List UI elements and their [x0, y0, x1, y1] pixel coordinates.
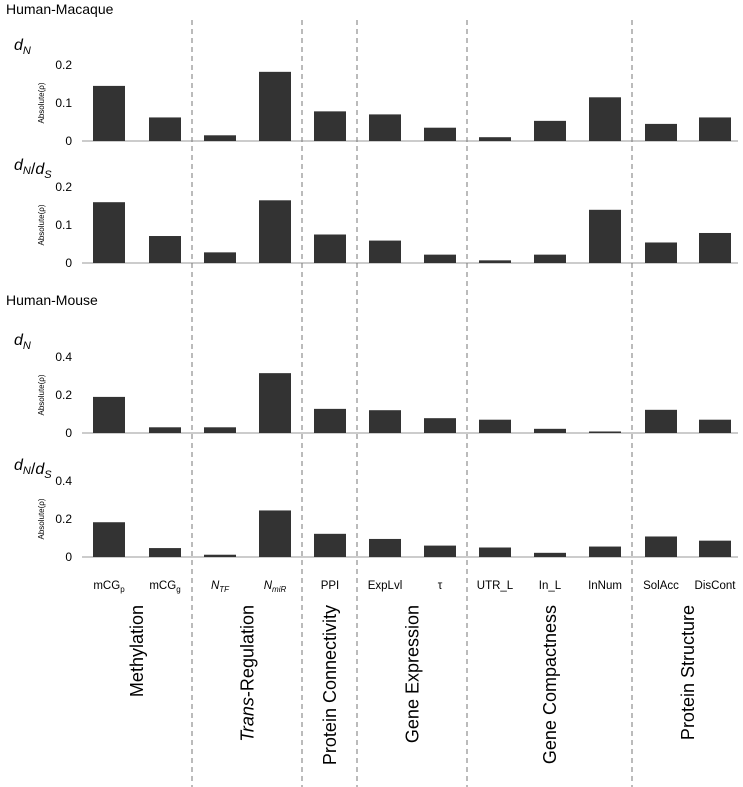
bar	[149, 427, 181, 433]
bar	[424, 418, 456, 433]
y-axis-label: Absolute(ρ)	[37, 498, 46, 539]
section-title: Human-Mouse	[6, 292, 98, 308]
bar	[589, 97, 621, 141]
bar	[424, 545, 456, 557]
y-tick-label: 0	[65, 550, 72, 564]
bar	[93, 85, 125, 141]
bar	[589, 209, 621, 263]
bar	[314, 408, 346, 433]
bar	[93, 202, 125, 263]
bar	[534, 254, 566, 263]
panel-label: dN/dS	[14, 457, 52, 481]
x-tick-label: mCGg	[149, 580, 180, 594]
bar	[699, 232, 731, 263]
bar	[149, 117, 181, 141]
group-label: Protein Connectivity	[320, 605, 340, 765]
bar	[149, 236, 181, 263]
bar	[534, 552, 566, 557]
bar	[645, 242, 677, 263]
bar	[369, 240, 401, 263]
bar	[534, 120, 566, 141]
y-tick-label: 0.4	[55, 474, 72, 488]
bar	[314, 533, 346, 557]
bar	[699, 419, 731, 433]
section-title: Human-Macaque	[6, 1, 114, 17]
bar	[93, 522, 125, 557]
x-tick-label: In_L	[539, 580, 562, 592]
x-tick-label: UTR_L	[477, 580, 514, 592]
bar	[259, 510, 291, 557]
bar	[645, 409, 677, 433]
y-tick-label: 0.2	[55, 512, 72, 526]
x-tick-label: DisCont	[695, 580, 737, 592]
x-tick-label: NmiR	[264, 580, 287, 594]
bar	[479, 419, 511, 433]
bar	[259, 373, 291, 433]
bar	[369, 538, 401, 557]
y-tick-label: 0	[65, 134, 72, 148]
x-tick-label: ExpLvl	[368, 580, 403, 592]
bar	[479, 137, 511, 141]
bar	[699, 540, 731, 557]
panel-label: dN	[14, 37, 31, 57]
panel-label: dN/dS	[14, 157, 52, 181]
bar	[204, 554, 236, 557]
bar	[204, 135, 236, 141]
bar	[204, 252, 236, 263]
x-tick-label: NTF	[211, 580, 230, 594]
panel-label: dN	[14, 332, 31, 352]
bar	[479, 260, 511, 263]
bar	[645, 123, 677, 141]
bar	[424, 127, 456, 141]
group-label: Trans-Regulation	[238, 605, 258, 742]
panel: dN/dS Absolute(ρ) 0 0.1 0.2	[14, 157, 738, 270]
y-tick-label: 0	[65, 426, 72, 440]
bar	[479, 547, 511, 557]
panel: dN/dS Absolute(ρ) 0 0.2 0.4	[14, 457, 738, 564]
group-label: Protein Structure	[678, 605, 698, 740]
y-axis-label: Absolute(ρ)	[37, 374, 46, 415]
bar	[314, 234, 346, 263]
panel: dN Absolute(ρ) 0 0.2 0.4	[14, 332, 738, 440]
y-tick-label: 0.2	[55, 58, 72, 72]
bar	[589, 431, 621, 433]
bar	[259, 200, 291, 263]
bar	[645, 536, 677, 557]
x-tick-label: InNum	[588, 580, 622, 592]
bar	[699, 117, 731, 141]
x-tick-label: SolAcc	[643, 580, 679, 592]
bar	[93, 396, 125, 433]
panel: dN Absolute(ρ) 0 0.1 0.2	[14, 37, 738, 148]
bar	[259, 71, 291, 141]
bar	[424, 254, 456, 263]
bar	[534, 428, 566, 433]
y-axis-label: Absolute(ρ)	[37, 204, 46, 245]
x-tick-label: τ	[438, 580, 443, 592]
bar	[589, 546, 621, 557]
x-tick-label: PPI	[321, 580, 340, 592]
y-tick-label: 0.2	[55, 388, 72, 402]
y-tick-label: 0	[65, 256, 72, 270]
bar	[314, 111, 346, 141]
bar	[149, 548, 181, 557]
x-tick-label: mCGp	[93, 580, 125, 594]
y-tick-label: 0.2	[55, 180, 72, 194]
y-tick-label: 0.1	[55, 96, 72, 110]
bar	[369, 410, 401, 433]
group-label: Gene Expression	[403, 605, 423, 743]
y-axis-label: Absolute(ρ)	[37, 82, 46, 123]
y-tick-label: 0.4	[55, 350, 72, 364]
group-label: Gene Compactness	[540, 605, 560, 764]
y-tick-label: 0.1	[55, 218, 72, 232]
bar	[369, 114, 401, 141]
group-label: Methylation	[127, 605, 147, 697]
bar	[204, 427, 236, 433]
